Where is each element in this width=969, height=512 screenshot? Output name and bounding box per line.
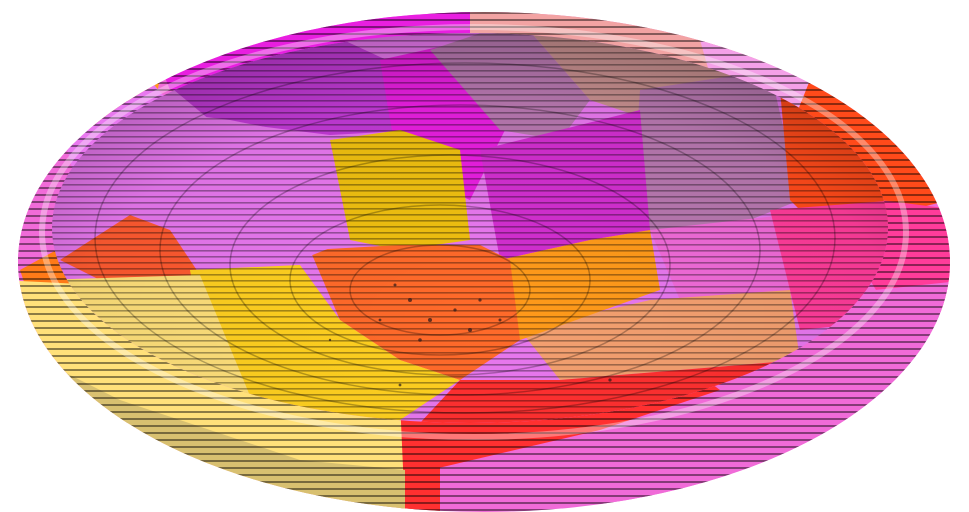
floor-speckles xyxy=(328,283,612,387)
bowl-rim-edge xyxy=(39,24,909,440)
bowl-contours xyxy=(94,62,836,414)
